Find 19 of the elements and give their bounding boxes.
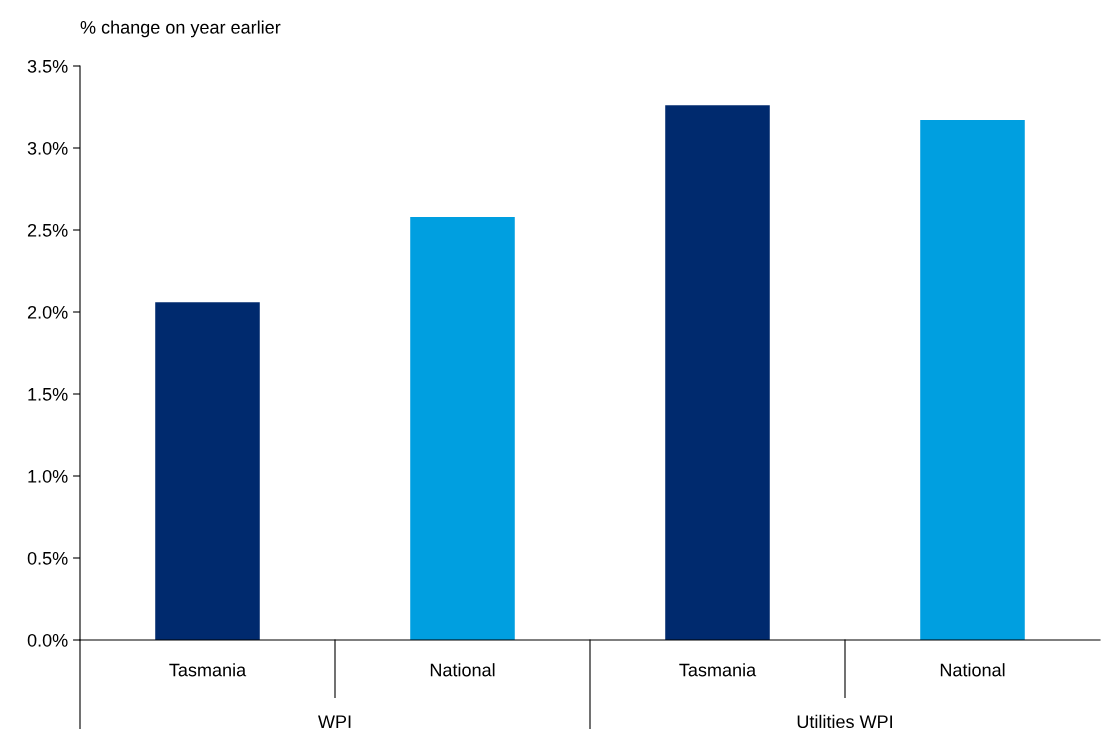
y-tick-label: 0.0% [27, 633, 68, 647]
bar [155, 302, 260, 640]
bar [920, 120, 1025, 640]
y-tick-label: 2.5% [27, 223, 68, 237]
y-tick-label: 3.5% [27, 59, 68, 73]
y-axis-title: % change on year earlier [80, 20, 281, 38]
text: WPI [318, 715, 351, 728]
bar [665, 105, 770, 640]
text: Utilities WPI [797, 714, 892, 729]
x-tick-label: National [430, 663, 495, 677]
x-tick-label: National [940, 663, 1005, 677]
y-tick-label: 1.5% [28, 388, 68, 401]
y-tick-label: 2.0% [27, 305, 68, 319]
y-tick-label: 1.0% [28, 469, 68, 483]
x-tick-label: Tasmania [169, 663, 247, 677]
bar [410, 216, 515, 640]
x-tick-label: Tasmania [679, 663, 757, 677]
y-tick-label: 3.0% [27, 141, 68, 155]
y-tick-label: 0.5% [27, 551, 68, 565]
